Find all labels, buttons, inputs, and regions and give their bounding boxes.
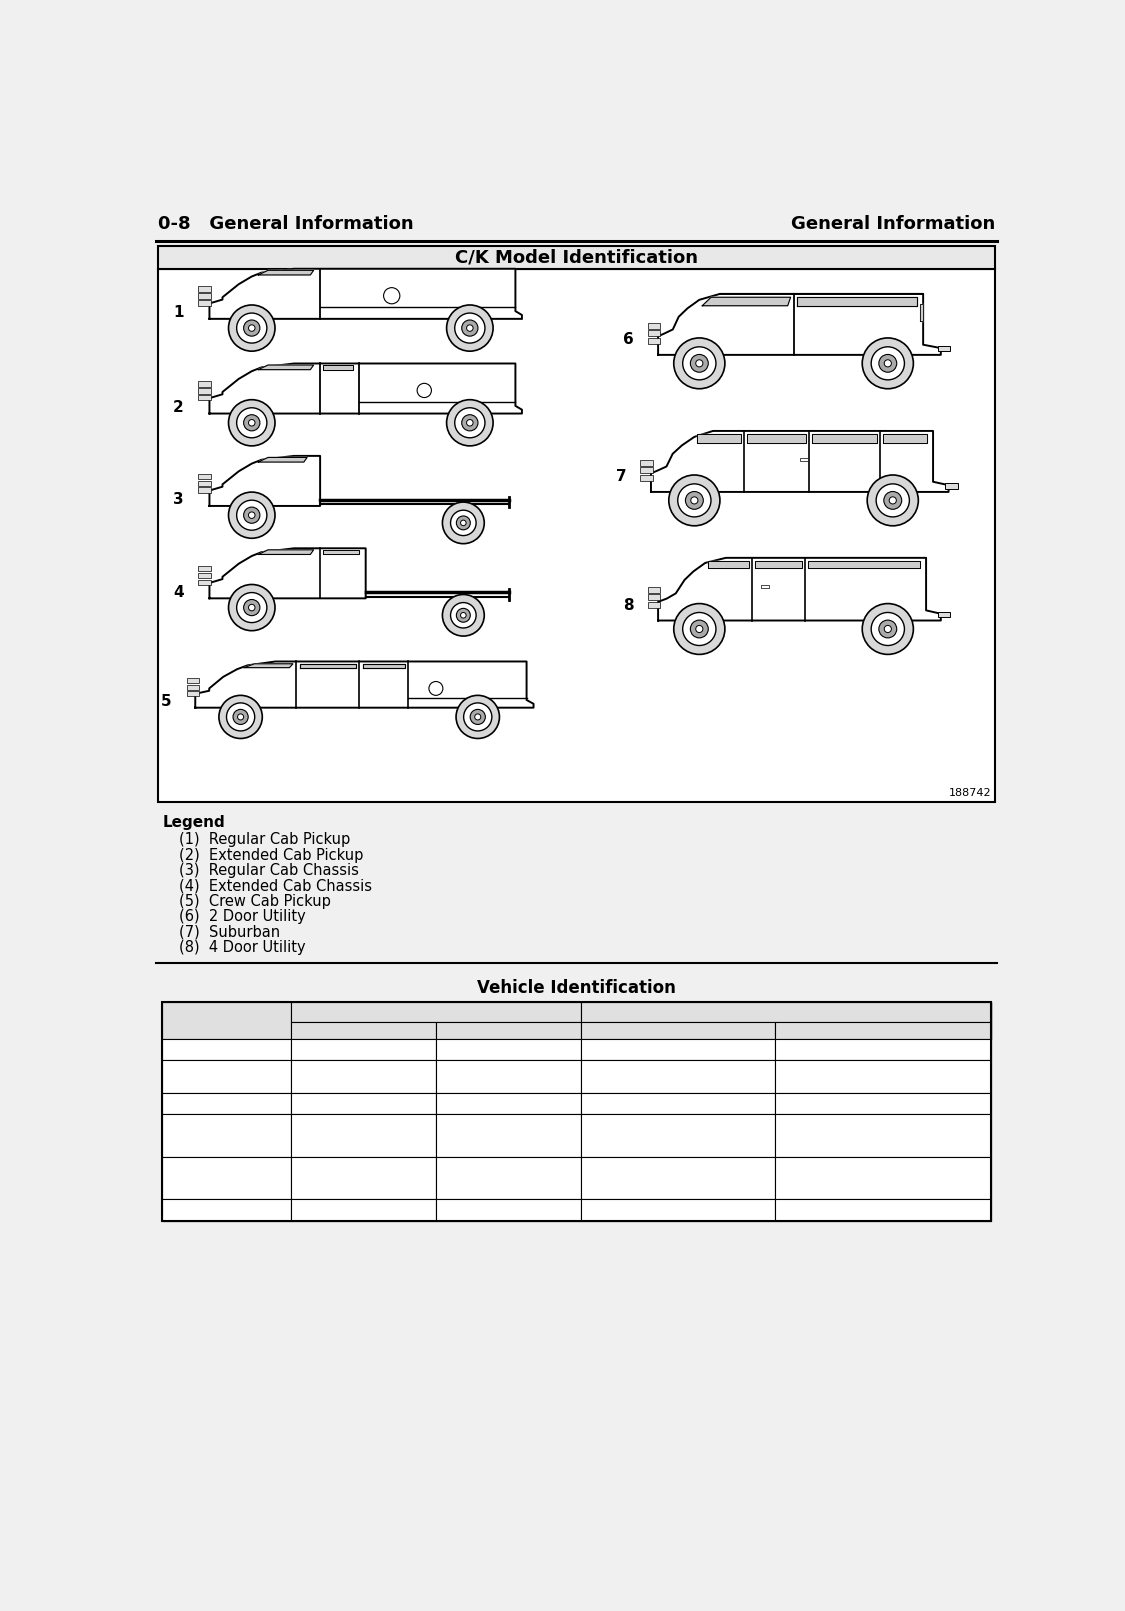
Text: –: – (880, 1097, 886, 1110)
Bar (435, 1039, 580, 1060)
Circle shape (228, 491, 274, 538)
Circle shape (691, 354, 709, 372)
Text: C105 (16): C105 (16) (196, 1042, 258, 1057)
Bar (945, 483, 957, 488)
Polygon shape (259, 458, 307, 462)
Bar (580, 1115, 775, 1157)
Bar (162, 1002, 991, 1039)
Circle shape (249, 604, 255, 611)
Text: 4.3L V6 (L35): 4.3L V6 (L35) (322, 1070, 405, 1083)
Text: (1)  Regular Cab Pickup: (1) Regular Cab Pickup (179, 833, 351, 847)
Bar (938, 612, 950, 617)
Circle shape (674, 604, 724, 654)
Polygon shape (698, 435, 741, 443)
Bar (162, 1002, 290, 1039)
Bar (198, 574, 212, 578)
Circle shape (457, 516, 470, 530)
Text: 8: 8 (623, 598, 634, 612)
Text: 6: 6 (623, 332, 634, 346)
Text: (3)  Regular Cab Chassis: (3) Regular Cab Chassis (179, 863, 359, 878)
Circle shape (442, 594, 484, 636)
Circle shape (237, 714, 244, 720)
Bar (775, 1092, 991, 1115)
Text: 5.7L V8 (L31): 5.7L V8 (L31) (322, 1203, 405, 1216)
Circle shape (429, 681, 443, 696)
Text: 5.0L (L30)
5.7L V8 (L31): 5.0L (L30) 5.7L V8 (L31) (466, 1163, 550, 1192)
Bar (290, 1115, 435, 1157)
Bar (775, 1115, 991, 1157)
Bar (290, 1002, 580, 1021)
Polygon shape (196, 662, 533, 707)
Circle shape (384, 288, 399, 304)
Circle shape (889, 496, 897, 504)
Polygon shape (209, 456, 321, 506)
Text: 2: 2 (173, 400, 183, 416)
Bar (162, 1060, 991, 1092)
Text: C/K Model Identification: C/K Model Identification (455, 248, 698, 266)
Text: 4: 4 (173, 585, 183, 599)
Bar (580, 1157, 775, 1199)
Bar (580, 1199, 775, 1221)
Circle shape (447, 304, 493, 351)
Text: 5.7L V8 (L31): 5.7L V8 (L31) (322, 1042, 405, 1057)
Polygon shape (244, 664, 292, 667)
Circle shape (244, 599, 260, 615)
Bar (640, 459, 652, 466)
Bar (580, 1002, 991, 1021)
Bar (198, 565, 212, 572)
Circle shape (467, 325, 474, 332)
Circle shape (683, 346, 716, 380)
Polygon shape (747, 435, 805, 443)
Circle shape (884, 491, 902, 509)
Circle shape (884, 359, 891, 367)
Bar (187, 678, 199, 683)
Bar (648, 338, 659, 343)
Bar (162, 1157, 991, 1199)
Bar (198, 382, 212, 387)
Text: 6.5L V8 (L65): 6.5L V8 (L65) (466, 1203, 550, 1216)
Text: 4 Spd. Auto. (MT1): 4 Spd. Auto. (MT1) (825, 1203, 942, 1216)
Text: 4 Spd. Auto. (M30): 4 Spd. Auto. (M30) (620, 1203, 737, 1216)
Circle shape (862, 604, 914, 654)
Circle shape (455, 408, 485, 438)
Circle shape (236, 593, 267, 622)
Circle shape (228, 585, 274, 630)
Circle shape (674, 338, 724, 388)
Text: Engine: Engine (410, 1005, 462, 1018)
Bar (198, 293, 212, 298)
Circle shape (691, 620, 709, 638)
Circle shape (461, 414, 478, 430)
Polygon shape (708, 561, 749, 569)
Circle shape (450, 603, 476, 628)
Bar (648, 322, 659, 329)
Text: 3: 3 (173, 493, 183, 507)
Polygon shape (259, 549, 314, 554)
Polygon shape (883, 435, 927, 443)
Bar (648, 330, 659, 337)
Text: Option: Option (858, 1025, 908, 1037)
Circle shape (244, 321, 260, 337)
Circle shape (450, 511, 476, 535)
Circle shape (249, 512, 255, 519)
Bar (775, 1199, 991, 1221)
Polygon shape (259, 271, 314, 275)
Circle shape (467, 419, 474, 425)
Circle shape (236, 313, 267, 343)
Text: C109 (06): C109 (06) (196, 1203, 258, 1216)
Text: 5 Spd. Manual (MG5): 5 Spd. Manual (MG5) (612, 1070, 744, 1083)
Bar (435, 1092, 580, 1115)
Text: 4.3L V6 (L35): 4.3L V6 (L35) (322, 1129, 405, 1142)
Bar (775, 1021, 991, 1039)
Polygon shape (323, 549, 359, 554)
Bar (198, 580, 212, 585)
Polygon shape (209, 548, 366, 598)
Circle shape (683, 612, 716, 646)
Polygon shape (323, 366, 352, 369)
Circle shape (867, 475, 918, 525)
Text: (5)  Crew Cab Pickup: (5) Crew Cab Pickup (179, 894, 331, 909)
Text: Option: Option (483, 1025, 533, 1037)
Bar (290, 1021, 435, 1039)
Circle shape (228, 304, 274, 351)
Bar (162, 1115, 991, 1157)
Polygon shape (920, 304, 924, 321)
